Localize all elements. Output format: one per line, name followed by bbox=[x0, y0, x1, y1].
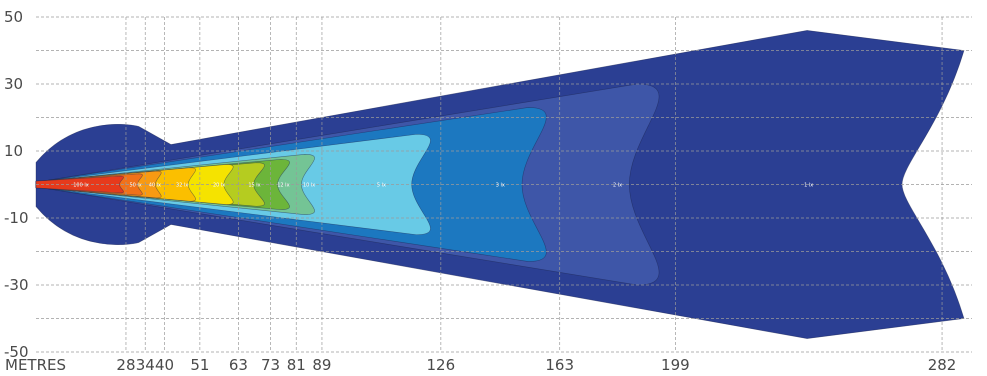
x-axis-unit-label: METRES bbox=[5, 356, 66, 374]
y-tick-label: 50 bbox=[4, 8, 23, 26]
zone-label: 5 lx bbox=[377, 183, 386, 189]
x-axis-ticks: 28 34 40 51 63 73 81 89 126 163 199 282 bbox=[116, 356, 956, 374]
zone-label: 10 lx bbox=[303, 183, 315, 189]
x-tick-label: 163 bbox=[545, 356, 574, 374]
x-tick-label: 40 bbox=[155, 356, 174, 374]
x-tick-label: 89 bbox=[312, 356, 331, 374]
zone-label: 1 lx bbox=[804, 183, 813, 189]
x-tick-label: 81 bbox=[287, 356, 306, 374]
zone-label: 3 lx bbox=[496, 183, 505, 189]
x-tick-label: 34 bbox=[136, 356, 155, 374]
y-axis-ticks: 50 30 10 -10 -30 -50 bbox=[4, 8, 29, 361]
y-tick-label: -10 bbox=[4, 209, 29, 227]
zone-label: 40 lx bbox=[149, 183, 161, 189]
x-tick-label: 28 bbox=[116, 356, 135, 374]
zone-label: 20 lx bbox=[213, 183, 225, 189]
zone-label: 100 lx bbox=[73, 183, 89, 189]
zone-label: 12 lx bbox=[277, 183, 289, 189]
y-tick-label: 10 bbox=[4, 142, 23, 160]
x-tick-label: 126 bbox=[427, 356, 456, 374]
y-tick-label: -50 bbox=[4, 343, 29, 361]
zone-labels-layer: 1 lx 2 lx 3 lx 5 lx 10 lx 12 lx 15 lx 20 lx 32 l… bbox=[73, 183, 813, 189]
x-tick-label: 63 bbox=[229, 356, 248, 374]
x-tick-label: 51 bbox=[190, 356, 209, 374]
zone-label: 15 lx bbox=[248, 183, 260, 189]
isolux-zone-100-lx bbox=[35, 175, 124, 194]
y-tick-label: 30 bbox=[4, 75, 23, 93]
x-tick-label: 73 bbox=[261, 356, 280, 374]
x-tick-label: 199 bbox=[661, 356, 690, 374]
x-tick-label: 282 bbox=[928, 356, 957, 374]
grid-layer bbox=[36, 16, 972, 353]
zone-label: 50 lx bbox=[129, 183, 141, 189]
zone-label: 2 lx bbox=[613, 183, 622, 189]
zone-label: 32 lx bbox=[176, 183, 188, 189]
y-tick-label: -30 bbox=[4, 276, 29, 294]
